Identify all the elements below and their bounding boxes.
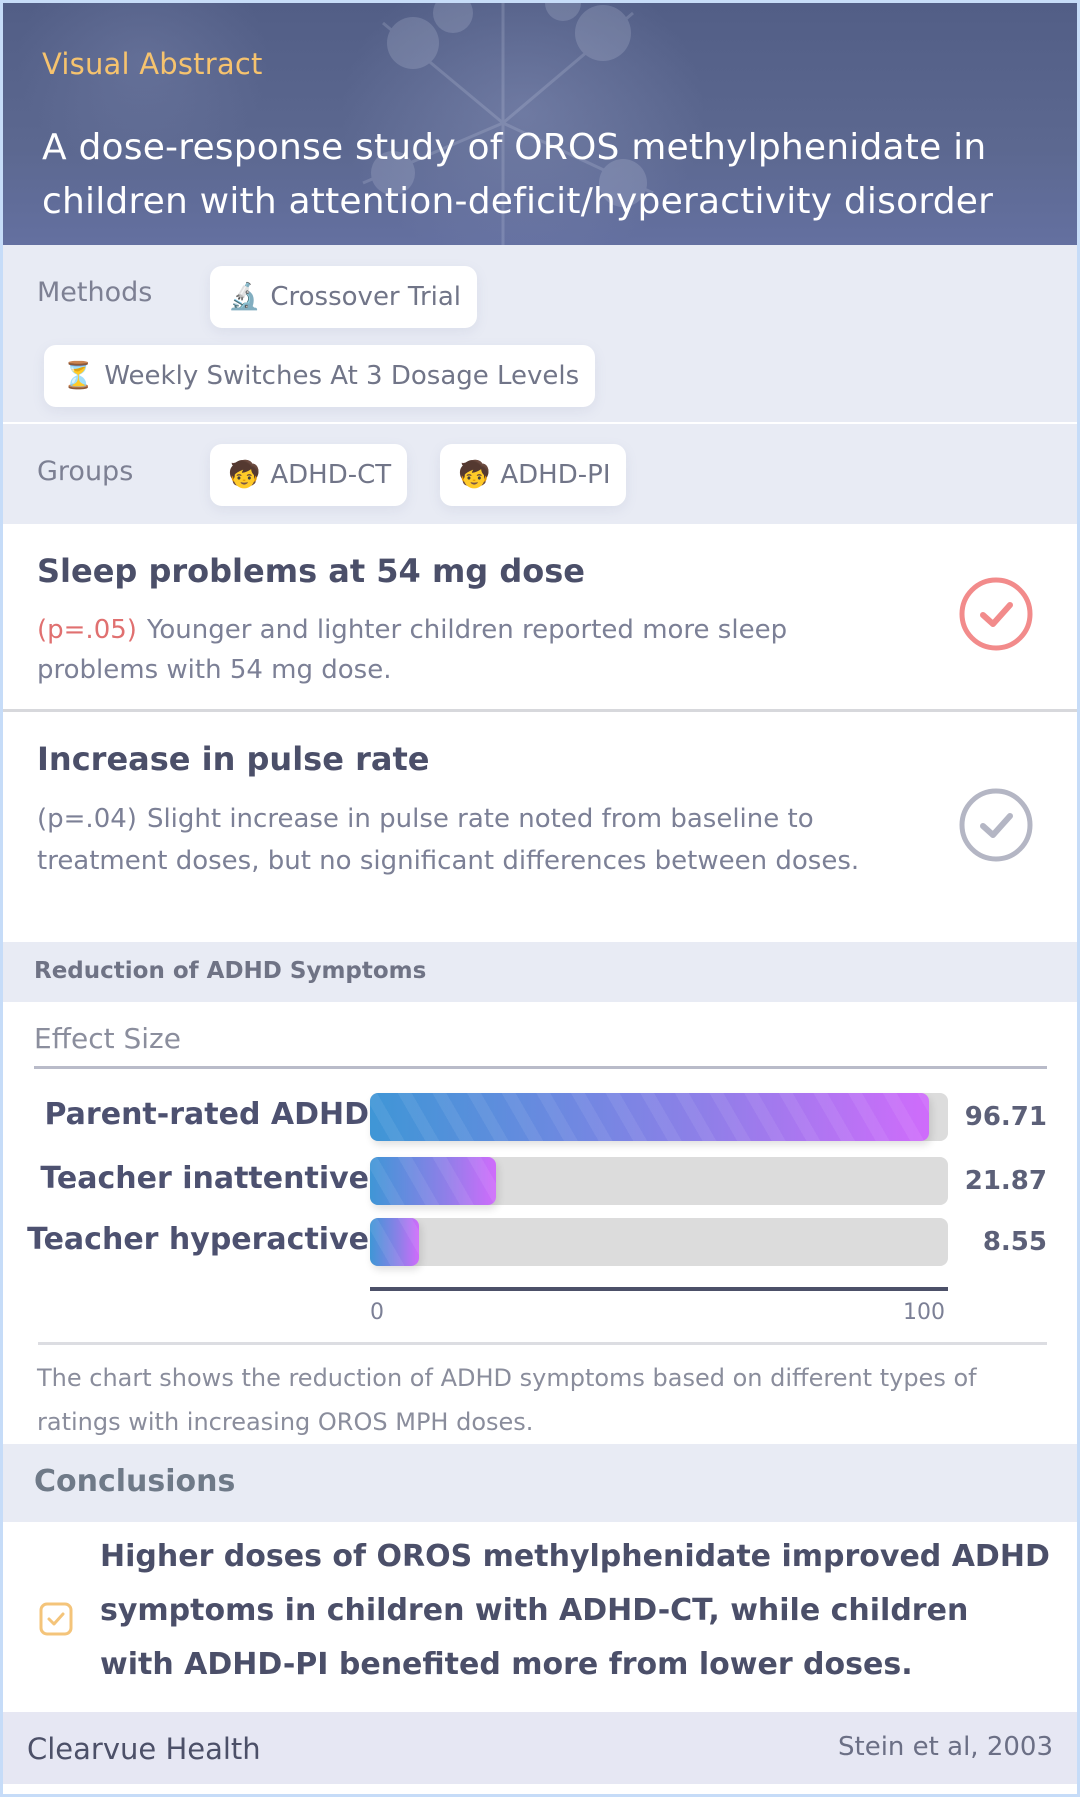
chart-subtitle: Effect Size: [34, 1022, 181, 1055]
bar-value: 96.71: [964, 1102, 1047, 1132]
groups-section: Groups 🧒 ADHD-CT 🧒 ADHD-PI: [3, 424, 1077, 524]
header-banner: Visual Abstract A dose-response study of…: [3, 3, 1077, 263]
chip-label: Crossover Trial: [270, 282, 462, 312]
groups-label: Groups: [37, 456, 134, 487]
bar-value: 21.87: [964, 1166, 1047, 1196]
methods-label: Methods: [37, 277, 153, 308]
x-axis: [370, 1287, 948, 1291]
conclusions-body: Higher doses of OROS methylphenidate imp…: [3, 1522, 1077, 1712]
check-circle-icon: [959, 577, 1033, 651]
finding-title: Increase in pulse rate: [37, 740, 430, 778]
conclusions-heading: Conclusions: [34, 1464, 236, 1499]
section-divider: [3, 422, 1077, 424]
chart-caption: The chart shows the reduction of ADHD sy…: [37, 1364, 977, 1436]
chart-section-header: Reduction of ADHD Symptoms: [3, 942, 1077, 1002]
bar-label: Teacher inattentive: [40, 1161, 369, 1196]
brand-name: Clearvue Health: [27, 1732, 261, 1766]
bar-row-parent-rated: Parent-rated ADHD 96.71: [3, 1093, 1077, 1145]
bar-row-teacher-inattentive: Teacher inattentive 21.87: [3, 1157, 1077, 1209]
bar-fill: [370, 1157, 497, 1205]
bar-track: [370, 1093, 948, 1141]
chip-label: Weekly Switches At 3 Dosage Levels: [104, 361, 580, 391]
chart-title-rule: [34, 1066, 1047, 1069]
bar-track: [370, 1218, 948, 1266]
finding-sleep-problems: Sleep problems at 54 mg dose (p=.05) Youn…: [3, 524, 1077, 709]
bar-label: Teacher hyperactive: [27, 1222, 369, 1257]
footer: Clearvue Health Stein et al, 2003: [3, 1712, 1077, 1784]
bar-fill: [370, 1218, 420, 1266]
finding-pulse-rate: Increase in pulse rate (p=.04) Slight inc…: [3, 712, 1077, 942]
x-tick-min: 0: [370, 1300, 384, 1325]
method-chip-weekly-switches: ⏳ Weekly Switches At 3 Dosage Levels: [44, 345, 596, 407]
bar-track: [370, 1157, 948, 1205]
child-icon: 🧒: [458, 460, 491, 490]
bar-row-teacher-hyperactive: Teacher hyperactive 8.55: [3, 1218, 1077, 1270]
microscope-icon: 🔬: [228, 282, 261, 312]
bar-fill: [370, 1093, 929, 1141]
finding-text: Younger and lighter children reported mo…: [37, 615, 788, 685]
group-chip-adhd-pi: 🧒 ADHD-PI: [440, 444, 627, 506]
finding-divider: [3, 709, 1077, 712]
group-chip-adhd-ct: 🧒 ADHD-CT: [210, 444, 408, 506]
finding-text: Slight increase in pulse rate noted from…: [37, 804, 860, 876]
conclusion-text: Higher doses of OROS methylphenidate imp…: [100, 1539, 1050, 1682]
hourglass-icon: ⏳: [62, 361, 95, 391]
methods-section: Methods 🔬 Crossover Trial ⏳ Weekly Switc…: [3, 245, 1077, 422]
check-circle-icon: [959, 788, 1033, 862]
bar-label: Parent-rated ADHD: [44, 1097, 370, 1132]
effect-size-chart: Effect Size Parent-rated ADHD 96.71 Teac…: [3, 1002, 1077, 1444]
bar-value: 8.55: [982, 1227, 1047, 1257]
page-title: A dose-response study of OROS methylphen…: [42, 127, 994, 222]
citation: Stein et al, 2003: [838, 1732, 1053, 1762]
chart-heading: Reduction of ADHD Symptoms: [34, 958, 427, 984]
p-value: (p=.05): [37, 615, 137, 645]
finding-description: (p=.04) Slight increase in pulse rate not…: [37, 798, 877, 882]
snowflake-background-icon: [362, 3, 654, 263]
visual-abstract-card: Visual Abstract A dose-response study of…: [3, 3, 1077, 1794]
conclusions-header: Conclusions: [3, 1444, 1077, 1522]
finding-title: Sleep problems at 54 mg dose: [37, 552, 585, 590]
p-value: (p=.04): [37, 804, 137, 834]
method-chip-crossover-trial: 🔬 Crossover Trial: [210, 266, 478, 328]
checkbox-checked-icon: [39, 1602, 73, 1636]
chip-label: ADHD-CT: [270, 460, 392, 490]
chip-label: ADHD-PI: [500, 460, 611, 490]
caption-divider: [38, 1342, 1047, 1345]
finding-description: (p=.05) Younger and lighter children repo…: [37, 610, 877, 690]
child-icon: 🧒: [228, 460, 261, 490]
eyebrow-label: Visual Abstract: [42, 47, 263, 81]
x-tick-max: 100: [903, 1300, 945, 1325]
